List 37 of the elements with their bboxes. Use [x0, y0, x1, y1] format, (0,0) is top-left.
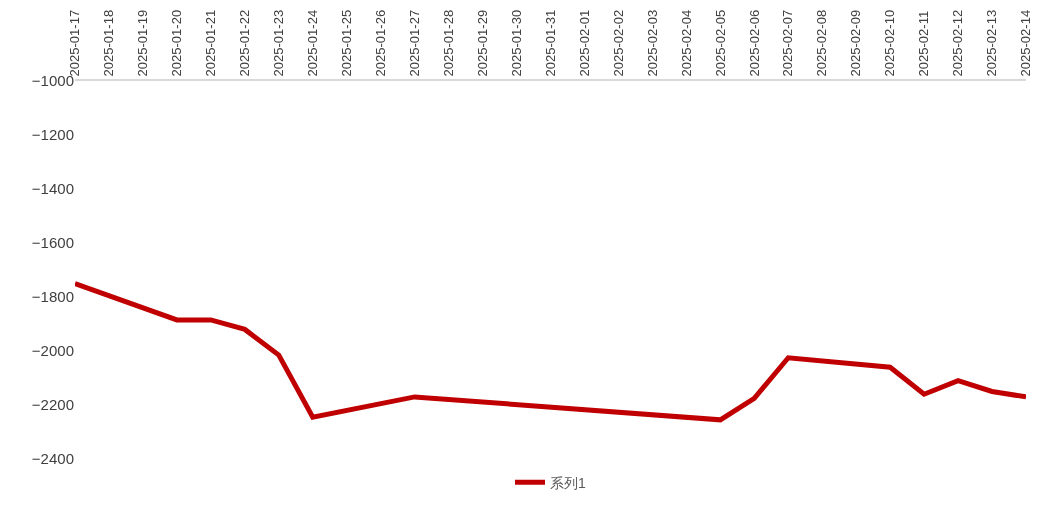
x-tick-label: 2025-02-11 — [916, 10, 932, 77]
y-tick-label: −1800 — [31, 288, 74, 306]
x-tick-label: 2025-01-21 — [203, 9, 219, 77]
y-tick-label: −1600 — [31, 234, 74, 252]
x-tick-label: 2025-02-14 — [1018, 9, 1034, 77]
x-tick-label: 2025-01-27 — [406, 9, 422, 77]
x-tick-label: 2025-01-17 — [67, 9, 83, 77]
x-tick-label: 2025-01-31 — [542, 9, 558, 77]
x-tick-label: 2025-02-13 — [984, 9, 1000, 77]
x-tick-label: 2025-01-22 — [237, 9, 253, 77]
y-tick-label: −2200 — [31, 396, 74, 414]
x-tick-label: 2025-01-28 — [440, 9, 456, 77]
x-tick-label: 2025-02-01 — [576, 9, 592, 77]
x-tick-label: 2025-01-19 — [135, 9, 151, 77]
y-tick-label: −1200 — [31, 126, 74, 144]
x-tick-label: 2025-02-09 — [848, 9, 864, 77]
legend-label: 系列1 — [550, 474, 586, 491]
x-tick-label: 2025-02-03 — [644, 9, 660, 77]
x-tick-label: 2025-02-10 — [882, 9, 898, 77]
x-tick-label: 2025-01-29 — [474, 9, 490, 77]
x-tick-label: 2025-01-25 — [338, 9, 354, 77]
y-tick-label: −2400 — [31, 450, 74, 468]
x-tick-label: 2025-02-08 — [814, 9, 830, 77]
x-tick-label: 2025-01-18 — [101, 9, 117, 77]
x-tick-label: 2025-02-12 — [950, 9, 966, 77]
x-tick-label: 2025-02-02 — [610, 9, 626, 77]
x-tick-label: 2025-01-23 — [271, 9, 287, 77]
y-tick-label: −2000 — [31, 342, 74, 360]
x-tick-label: 2025-01-24 — [304, 9, 320, 77]
x-tick-label: 2025-02-07 — [780, 9, 796, 77]
x-tick-label: 2025-01-30 — [508, 9, 524, 77]
x-tick-label: 2025-02-06 — [746, 9, 762, 77]
x-tick-label: 2025-01-20 — [169, 9, 185, 77]
x-tick-label: 2025-01-26 — [372, 9, 388, 77]
y-tick-label: −1400 — [31, 180, 74, 198]
x-tick-label: 2025-02-05 — [712, 9, 728, 77]
x-tick-label: 2025-02-04 — [678, 9, 694, 77]
